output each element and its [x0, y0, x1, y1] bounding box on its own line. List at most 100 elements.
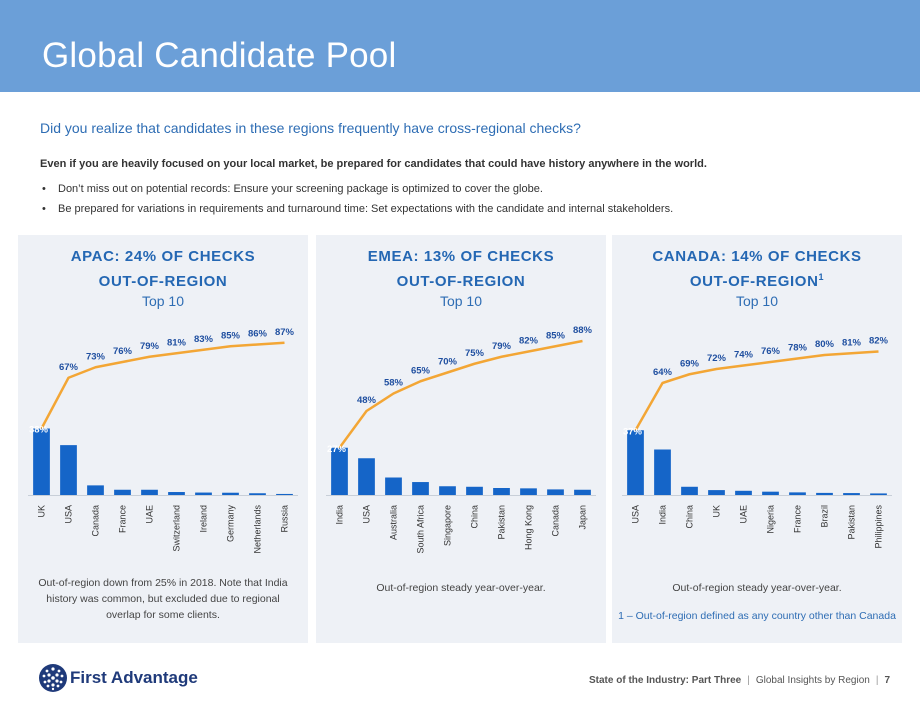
data-label: 88%	[573, 325, 593, 336]
bar-france	[114, 489, 131, 495]
category-label: UK	[37, 505, 47, 518]
category-label: China	[470, 505, 480, 529]
category-label: Pakistan	[497, 505, 507, 540]
panel-title-line1: APAC: 24% OF CHECKS	[70, 248, 256, 265]
bullet-text: Don’t miss out on potential records: Ens…	[58, 183, 543, 195]
bar-china	[681, 486, 698, 495]
panel-title-line2: OUT-OF-REGION1	[689, 272, 825, 290]
panel-title-line1: EMEA: 13% OF CHECKS	[367, 248, 555, 265]
panel-note: Out-of-region down from 25% in 2018. Not…	[38, 577, 288, 621]
category-label: Hong Kong	[524, 505, 534, 550]
bar-uae	[141, 489, 158, 495]
panel-subtitle: Top 10	[141, 293, 185, 309]
data-label: 82%	[869, 336, 889, 347]
category-label: Canada	[551, 505, 561, 537]
bar-south-africa	[412, 482, 429, 495]
first-advantage-logo-icon	[39, 664, 67, 692]
bar-uk	[708, 490, 725, 495]
cumulative-line	[40, 341, 285, 430]
panel-title: APAC: 24% OF CHECKS OUT-OF-REGION	[18, 247, 308, 292]
data-label: 85%	[546, 330, 566, 341]
panel-title: EMEA: 13% OF CHECKS OUT-OF-REGION	[316, 247, 606, 292]
data-label: 80%	[815, 339, 835, 350]
panel-title: CANADA: 14% OF CHECKS OUT-OF-REGION1	[612, 247, 902, 292]
data-label: 86%	[248, 329, 268, 340]
panel-note: Out-of-region steady year-over-year.	[376, 582, 546, 594]
category-label: South Africa	[416, 505, 426, 554]
bar-russia	[276, 493, 293, 495]
category-label: UAE	[739, 505, 749, 524]
bar-ireland	[195, 492, 212, 495]
data-label: 73%	[86, 351, 106, 362]
bullet-item: • Don’t miss out on potential records: En…	[42, 182, 673, 202]
data-label: 81%	[167, 337, 187, 348]
intro-lead: Even if you are heavily focused on your …	[40, 158, 707, 170]
panel-note: Out-of-region steady year-over-year.	[672, 582, 842, 594]
bullet-glyph: •	[42, 183, 46, 195]
bar-netherlands	[249, 493, 266, 495]
data-label: 65%	[411, 365, 431, 376]
page-title: Global Candidate Pool	[42, 36, 397, 75]
panel-title-line2: OUT-OF-REGION	[396, 273, 526, 290]
apac-chart: UK USA Canada France UAE Switzerland Ireland Ge…	[28, 327, 298, 554]
data-label: 81%	[842, 337, 862, 348]
category-label: Nigeria	[766, 505, 776, 534]
category-label: Ireland	[199, 505, 209, 533]
data-label: 58%	[384, 378, 404, 389]
bar-pakistan	[843, 493, 860, 495]
panel-title-line2: OUT-OF-REGION	[98, 273, 228, 290]
data-label: 82%	[519, 336, 539, 347]
bar-canada	[87, 485, 104, 495]
data-label: 79%	[492, 341, 512, 352]
bar-uk	[33, 428, 50, 495]
bullet-glyph: •	[42, 203, 46, 215]
bar-france	[789, 492, 806, 495]
category-label: USA	[64, 505, 74, 524]
category-label: Pakistan	[847, 505, 857, 540]
bar-canada	[547, 489, 564, 495]
bar-hong-kong	[520, 488, 537, 495]
cumulative-line	[338, 339, 583, 449]
category-label: Australia	[389, 505, 399, 540]
logo-wordmark: First Advantage	[70, 668, 198, 687]
category-label: UK	[712, 505, 722, 518]
data-label: 79%	[140, 341, 160, 352]
data-label: 37%	[623, 426, 643, 437]
section-name: Global Insights by Region	[755, 675, 870, 686]
category-label: Singapore	[443, 505, 453, 546]
panel-canada: CANADA: 14% OF CHECKS OUT-OF-REGION1 Top…	[612, 235, 902, 643]
category-label: Canada	[91, 505, 101, 537]
bar-pakistan	[493, 488, 510, 495]
panel-subtitle: Top 10	[735, 293, 779, 309]
cumulative-line	[634, 350, 879, 431]
bar-australia	[385, 477, 402, 495]
panel-title-line1: CANADA: 14% OF CHECKS	[652, 248, 862, 265]
category-label: UAE	[145, 505, 155, 524]
data-label: 69%	[680, 358, 700, 369]
data-label: 76%	[761, 346, 781, 357]
category-label: China	[685, 505, 695, 529]
data-label: 48%	[357, 395, 377, 406]
bar-india	[654, 449, 671, 495]
category-label: Brazil	[820, 505, 830, 528]
category-label: France	[793, 505, 803, 533]
bar-philippines	[870, 493, 887, 495]
category-label: France	[118, 505, 128, 533]
bar-india	[331, 447, 348, 495]
panel-apac: APAC: 24% OF CHECKS OUT-OF-REGION Top 10…	[18, 235, 308, 643]
bar-usa	[358, 458, 375, 495]
data-label: 85%	[221, 330, 241, 341]
bar-nigeria	[762, 491, 779, 495]
intro-bullets: • Don’t miss out on potential records: En…	[42, 182, 673, 222]
category-label: India	[335, 505, 345, 525]
bar-uae	[735, 490, 752, 495]
page-number: 7	[884, 675, 890, 686]
category-label: Germany	[226, 505, 236, 543]
category-label: India	[658, 505, 668, 525]
data-label: 83%	[194, 334, 214, 345]
category-label: USA	[631, 505, 641, 524]
bar-usa	[627, 430, 644, 495]
canada-chart: USA India China UK UAE Nigeria France Brazil Pak…	[622, 336, 892, 549]
data-label: 87%	[275, 327, 295, 338]
data-label: 67%	[59, 362, 79, 373]
